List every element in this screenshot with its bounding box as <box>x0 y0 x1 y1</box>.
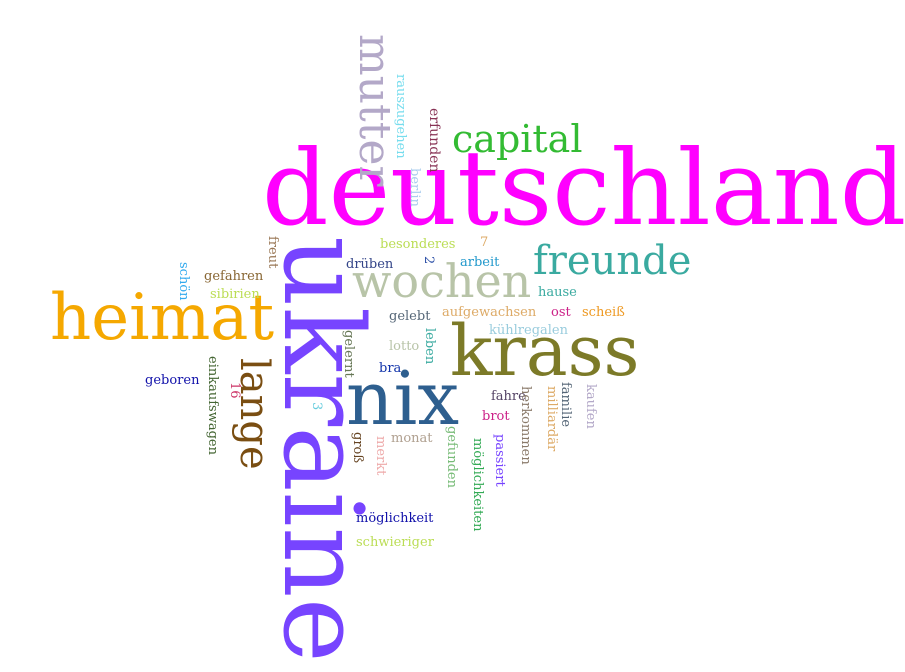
word-gefahren: gefahren <box>204 269 264 284</box>
word-ukraine: ukraine <box>259 236 387 663</box>
word-gefunden: gefunden <box>444 426 459 488</box>
word-capital: capital <box>452 117 583 161</box>
word-aufgewachsen: aufgewachsen <box>442 305 537 320</box>
word-fahre: fahre <box>491 389 526 404</box>
word-einkaufswagen: einkaufswagen <box>205 356 220 455</box>
word-freut: freut <box>265 236 280 269</box>
word-nix: nix <box>346 356 460 442</box>
word-2: 2 <box>421 256 436 265</box>
word-berlin: berlin <box>407 168 422 207</box>
word-rauszugehen: rauszugehen <box>393 74 408 159</box>
word-heimat: heimat <box>50 281 275 355</box>
word-leben: leben <box>422 328 437 365</box>
word-herkommen: herkommen <box>518 386 533 465</box>
word-deutschland: deutschland <box>262 127 905 249</box>
word-schoen: schön <box>176 262 191 301</box>
word-hause: hause <box>538 285 577 300</box>
word-brot: brot <box>482 409 510 424</box>
word-mutter: mutter <box>349 34 400 187</box>
word-gross: groß <box>350 432 365 464</box>
word-drueben: drüben <box>346 257 394 272</box>
word-kuehlregalen: kühlregalen <box>489 323 568 338</box>
word-krass: krass <box>450 310 640 392</box>
word-scheiss: scheiß <box>582 305 625 320</box>
word-lange: lange <box>231 358 277 470</box>
word-wochen: wochen <box>352 254 532 308</box>
word-16: 16 <box>227 382 242 399</box>
word-schwieriger: schwieriger <box>356 535 434 550</box>
word-moeglichkeit: möglichkeit <box>356 511 434 526</box>
word-gelernt: gelernt <box>341 330 356 378</box>
word-moeglichkeiten: möglichkeiten <box>470 438 485 532</box>
word-erfunden: erfunden <box>426 108 442 173</box>
word-freunde: freunde <box>533 238 692 284</box>
word-milliardaer: milliardär <box>544 386 559 452</box>
word-kaufen: kaufen <box>583 384 598 429</box>
word-passiert: passiert <box>492 434 507 487</box>
word-besonderes: besonderes <box>380 237 456 252</box>
word-bra: bra <box>379 361 402 376</box>
word-monat: monat <box>391 431 433 446</box>
word-lotto: lotto <box>389 339 420 354</box>
word-gelebt: gelebt <box>389 309 431 324</box>
word-sibirien: sibirien <box>210 287 260 302</box>
word-merkt: merkt <box>373 436 388 476</box>
word-7: 7 <box>480 235 489 250</box>
word-ost: ost <box>551 305 571 320</box>
word-3: 3 <box>309 402 324 411</box>
word-arbeit: arbeit <box>460 255 500 270</box>
word-geboren: geboren <box>145 373 200 388</box>
word-familie: familie <box>558 382 573 428</box>
